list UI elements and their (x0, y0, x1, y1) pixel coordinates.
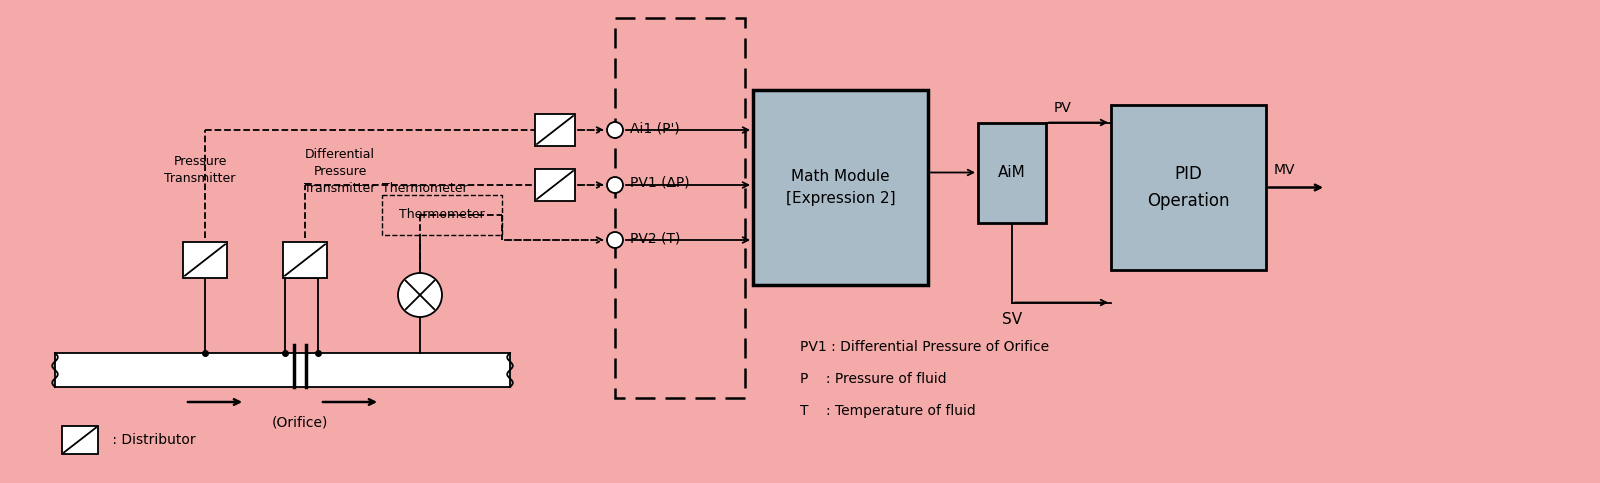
Circle shape (398, 273, 442, 317)
Circle shape (606, 232, 622, 248)
Bar (978, 123, 1046, 223)
Text: AiM: AiM (998, 165, 1026, 180)
Text: (Orifice): (Orifice) (272, 415, 328, 429)
Text: PV1 (∆P): PV1 (∆P) (630, 176, 690, 190)
Bar (534, 114, 574, 146)
Text: Thermometer: Thermometer (398, 209, 485, 222)
Text: T    : Temperature of fluid: T : Temperature of fluid (800, 404, 976, 418)
Circle shape (606, 177, 622, 193)
Text: : Distributor: : Distributor (109, 433, 195, 447)
Text: Differential
Pressure
Transmitter: Differential Pressure Transmitter (304, 148, 376, 195)
Text: Pressure
Transmitter: Pressure Transmitter (165, 155, 235, 185)
Bar (54, 353, 510, 387)
Text: MV: MV (1274, 164, 1296, 177)
Bar (754, 90, 928, 285)
Text: Ai1 (P'): Ai1 (P') (630, 121, 680, 135)
Text: SV: SV (1002, 313, 1022, 327)
Bar (62, 426, 98, 455)
Bar (1110, 105, 1266, 270)
Bar (382, 195, 502, 235)
Bar (614, 18, 746, 398)
Circle shape (606, 122, 622, 138)
Bar (534, 169, 574, 201)
Text: Thermometer: Thermometer (382, 182, 467, 195)
Text: PV: PV (1054, 100, 1072, 114)
Bar (283, 242, 326, 278)
Text: Math Module
[Expression 2]: Math Module [Expression 2] (786, 169, 896, 206)
Text: PV1 : Differential Pressure of Orifice: PV1 : Differential Pressure of Orifice (800, 340, 1050, 354)
Text: PV2 (T): PV2 (T) (630, 231, 680, 245)
Bar (182, 242, 227, 278)
Text: P    : Pressure of fluid: P : Pressure of fluid (800, 372, 947, 386)
Text: PID
Operation: PID Operation (1147, 165, 1230, 210)
